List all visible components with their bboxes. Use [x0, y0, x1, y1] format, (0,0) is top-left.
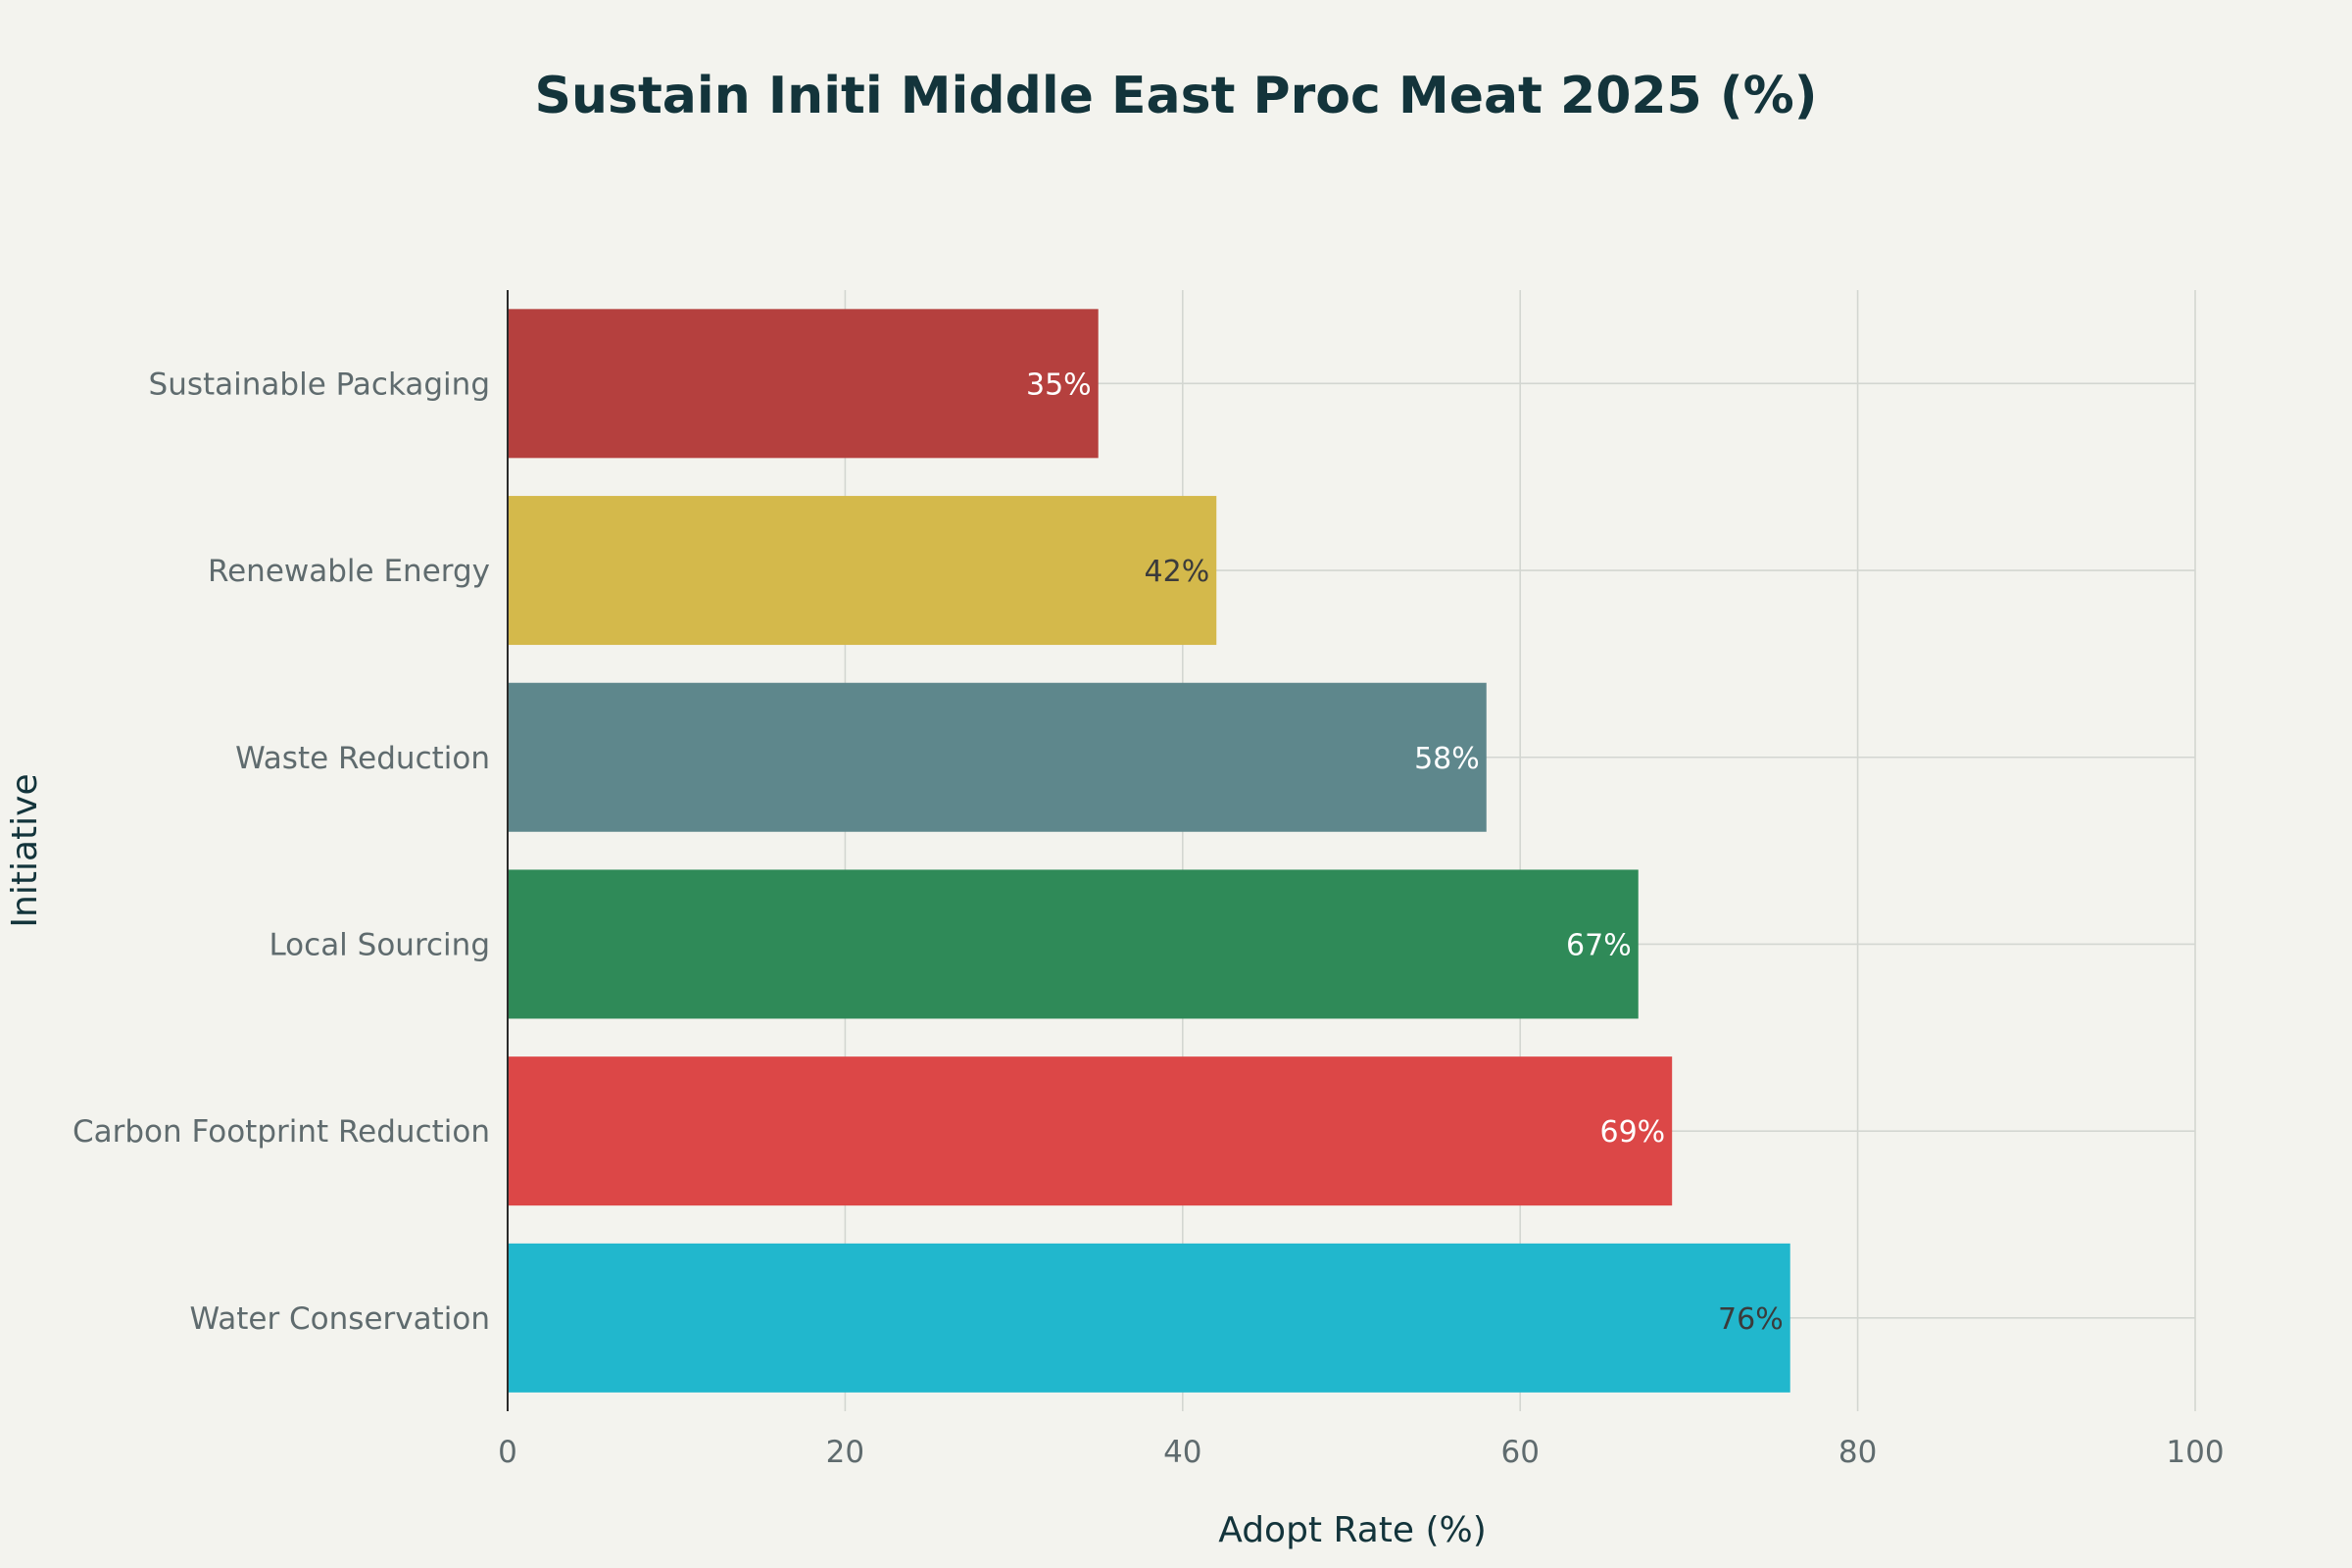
bar: [508, 1243, 1790, 1393]
data-label: 76%: [1718, 1302, 1784, 1337]
bar: [508, 496, 1217, 646]
bar-layer: [508, 309, 1790, 1393]
bar: [508, 869, 1639, 1019]
axis-layer: 0 20 40 60 80 100 Sustainable Packaging Renewab…: [73, 290, 2225, 1470]
x-tick-label: 60: [1500, 1435, 1539, 1470]
x-axis-title: Adopt Rate (%): [1218, 1510, 1487, 1550]
x-tick-label: 0: [498, 1435, 517, 1470]
x-tick-label: 100: [2166, 1435, 2224, 1470]
bar: [508, 309, 1099, 459]
chart-title: Sustain Initi Middle East Proc Meat 2025…: [535, 67, 1818, 125]
bar: [508, 682, 1487, 832]
data-label-layer: 35% 42% 58% 67% 69% 76%: [1026, 368, 1784, 1337]
y-tick-label: Sustainable Packaging: [149, 367, 490, 402]
x-tick-label: 80: [1838, 1435, 1877, 1470]
x-tick-label: 20: [826, 1435, 864, 1470]
x-tick-label: 40: [1163, 1435, 1201, 1470]
y-tick-label: Local Sourcing: [269, 927, 490, 962]
data-label: 42%: [1145, 555, 1210, 589]
data-label: 69%: [1599, 1115, 1665, 1150]
y-axis-title: Initiative: [5, 773, 45, 927]
y-tick-label: Waste Reduction: [235, 741, 490, 776]
data-label: 35%: [1026, 368, 1092, 402]
y-tick-label: Water Conservation: [190, 1301, 490, 1337]
data-label: 67%: [1566, 928, 1632, 962]
bar: [508, 1056, 1673, 1206]
data-label: 58%: [1414, 742, 1480, 776]
y-tick-label: Renewable Energy: [208, 554, 490, 589]
y-tick-label: Carbon Footprint Reduction: [73, 1114, 490, 1150]
